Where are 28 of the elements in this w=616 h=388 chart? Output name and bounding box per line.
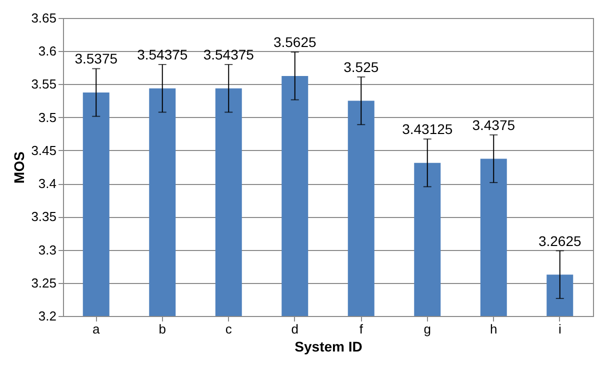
x-axis-title: System ID (294, 338, 362, 354)
x-tick-label: h (490, 322, 498, 336)
x-tick-label: i (558, 322, 562, 336)
x-tick-label: a (92, 322, 101, 336)
x-tick-label: d (291, 322, 298, 336)
x-tick-label: f (359, 322, 364, 336)
data-label: 3.4375 (472, 116, 516, 133)
y-tick-label: 3.55 (31, 76, 56, 92)
y-tick-label: 3.2 (38, 308, 56, 324)
data-label: 3.525 (344, 58, 379, 75)
y-tick-label: 3.6 (38, 44, 56, 59)
data-label: 3.2625 (538, 232, 582, 249)
x-tick-label: b (158, 322, 166, 336)
y-tick-label: 3.45 (31, 142, 56, 158)
y-axis-title: MOS (11, 152, 28, 184)
x-tick-label: g (424, 322, 431, 336)
data-label: 3.5625 (273, 34, 316, 50)
y-tick-label: 3.65 (31, 10, 56, 26)
data-label: 3.43125 (402, 121, 453, 138)
data-label: 3.5375 (74, 50, 118, 67)
x-tick-label: c (225, 322, 232, 336)
y-tick-label: 3.5 (38, 110, 56, 125)
data-label: 3.54375 (203, 46, 254, 63)
y-tick-label: 3.35 (31, 209, 56, 224)
y-tick-label: 3.4 (38, 176, 56, 192)
y-tick-label: 3.25 (31, 275, 56, 290)
y-tick-label: 3.3 (38, 242, 56, 258)
data-label: 3.54375 (137, 46, 188, 63)
